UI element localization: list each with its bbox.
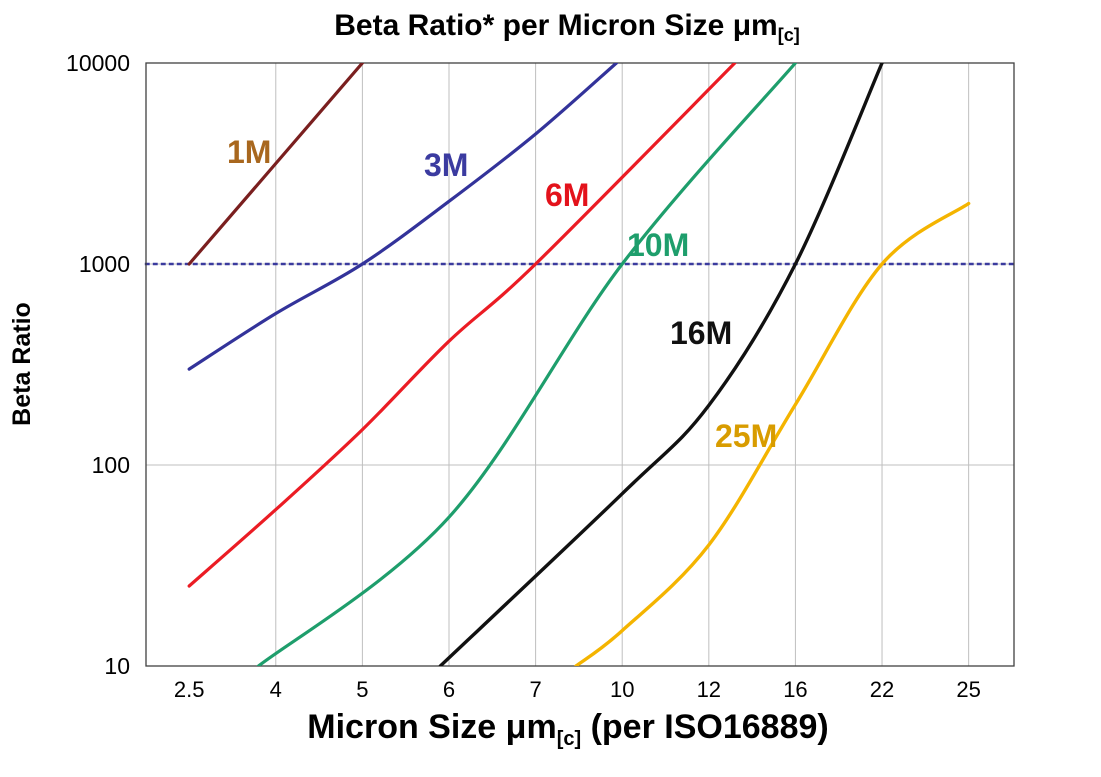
svg-text:10: 10 bbox=[610, 677, 634, 702]
svg-text:25: 25 bbox=[956, 677, 980, 702]
svg-text:1000: 1000 bbox=[79, 251, 130, 277]
svg-text:22: 22 bbox=[870, 677, 894, 702]
svg-text:7: 7 bbox=[529, 677, 541, 702]
svg-text:16M: 16M bbox=[670, 315, 732, 351]
svg-text:6: 6 bbox=[443, 677, 455, 702]
svg-text:Beta Ratio: Beta Ratio bbox=[8, 302, 36, 426]
svg-text:1M: 1M bbox=[227, 134, 271, 170]
svg-text:3M: 3M bbox=[424, 147, 468, 183]
svg-text:12: 12 bbox=[697, 677, 721, 702]
svg-text:16: 16 bbox=[783, 677, 807, 702]
svg-text:10M: 10M bbox=[627, 227, 689, 263]
svg-text:10: 10 bbox=[104, 653, 130, 679]
svg-text:5: 5 bbox=[356, 677, 368, 702]
svg-text:2.5: 2.5 bbox=[174, 677, 205, 702]
svg-text:10000: 10000 bbox=[66, 50, 130, 76]
svg-text:100: 100 bbox=[92, 452, 130, 478]
svg-text:6M: 6M bbox=[545, 177, 589, 213]
svg-text:4: 4 bbox=[270, 677, 282, 702]
svg-text:25M: 25M bbox=[715, 418, 777, 454]
svg-text:Beta Ratio* per Micron Size μm: Beta Ratio* per Micron Size μm[c] bbox=[334, 9, 799, 45]
